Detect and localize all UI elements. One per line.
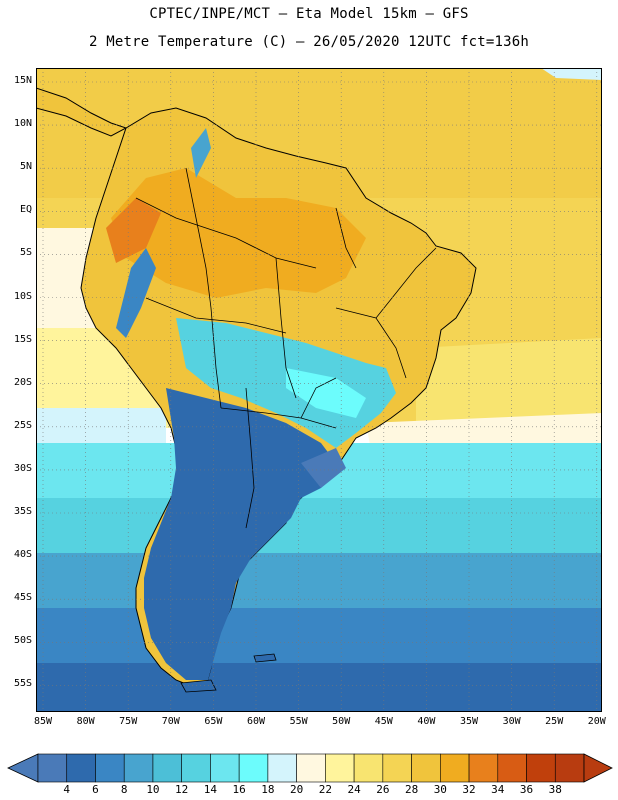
tierra-del-fuego — [180, 679, 217, 693]
land-hottest-region — [106, 198, 161, 263]
colorbar-tick-label: 6 — [92, 783, 99, 796]
lon-label: 65W — [204, 716, 223, 727]
ocean-mid-band — [36, 553, 602, 613]
colorbar-tick-label: 10 — [146, 783, 160, 796]
colorbar-swatch — [267, 753, 297, 783]
colorbar-tick-label: 4 — [63, 783, 71, 796]
colorbar-swatch — [554, 753, 585, 783]
lon-label: 60W — [246, 716, 266, 727]
colorbar-tick-label: 16 — [232, 783, 246, 796]
colorbar-swatch — [325, 753, 355, 783]
colorbar-tick-label: 22 — [318, 783, 332, 796]
andes-cool-strip — [116, 248, 156, 338]
falkland-islands — [253, 653, 277, 663]
lat-label: 15N — [13, 75, 32, 86]
colorbar-swatch — [152, 753, 182, 783]
colorbar-swatch — [37, 753, 68, 783]
lon-label: 30W — [502, 716, 521, 727]
colorbar-tick-label: 24 — [347, 783, 361, 796]
land-cyan-patch — [286, 368, 366, 418]
lat-label: 50S — [13, 635, 32, 647]
uruguay-region — [301, 448, 346, 488]
lon-label: 85W — [33, 716, 53, 727]
lat-label: 5S — [19, 247, 32, 259]
lon-label: 20W — [587, 716, 606, 727]
colorbar-swatch — [411, 753, 441, 783]
lon-label: 40W — [417, 716, 436, 727]
colorbar-swatch — [95, 753, 125, 783]
lon-label: 25W — [545, 716, 564, 727]
lat-label: 40S — [13, 549, 32, 561]
map-frame — [36, 68, 602, 712]
colorbar-tick-label: 18 — [261, 783, 275, 796]
map-title-line-2: 2 Metre Temperature (C) – 26/05/2020 12U… — [88, 34, 530, 50]
lat-label: 20S — [13, 376, 32, 388]
colorbar-arrow-high — [583, 753, 613, 783]
colorbar-swatch — [238, 753, 269, 783]
lat-label: 25S — [13, 419, 32, 431]
lon-label: 80W — [76, 716, 95, 727]
land-hot-region — [111, 168, 366, 298]
ocean-pacific-paleblue — [36, 408, 166, 448]
lat-label: 10S — [13, 290, 32, 302]
ocean-atlantic-mid — [416, 338, 602, 438]
lon-label: 70W — [161, 716, 180, 727]
lat-label: 15S — [13, 333, 32, 345]
colorbar-tick-label: 30 — [433, 783, 447, 796]
land-cold-region — [144, 388, 336, 680]
colorbar-swatch — [210, 753, 240, 783]
colorbar-swatch — [382, 753, 412, 783]
lat-label: 45S — [13, 592, 32, 604]
colorbar-swatch — [526, 753, 556, 783]
lat-label: 30S — [13, 462, 32, 474]
colorbar-tick-label: 8 — [120, 783, 128, 796]
lon-label: 75W — [119, 716, 138, 727]
lon-label: 55W — [289, 716, 308, 727]
lat-label: 35S — [13, 506, 32, 517]
ocean-lightblue-band — [36, 498, 602, 558]
colorbar-tick-label: 28 — [404, 783, 419, 796]
colorbar-tick-label: 36 — [519, 783, 534, 796]
lat-label: 5N — [19, 161, 32, 173]
lat-label: 55S — [13, 678, 32, 690]
lat-label: EQ — [19, 204, 32, 216]
ocean-northeast-corner — [541, 68, 602, 80]
temperature-colorbar — [7, 753, 613, 783]
colombia-andes-strip — [191, 128, 211, 178]
colorbar-tick-label: 32 — [462, 783, 476, 796]
colorbar-swatch — [181, 753, 211, 783]
colorbar-swatch — [497, 753, 527, 783]
lon-label: 35W — [459, 716, 479, 727]
lat-label: 10N — [13, 118, 32, 130]
map-title-line-1: CPTEC/INPE/MCT – Eta Model 15km – GFS — [149, 6, 469, 22]
colorbar-swatch — [468, 753, 499, 783]
colorbar-arrow-low — [7, 753, 39, 783]
colorbar-swatch — [440, 753, 470, 783]
central-america — [36, 87, 128, 137]
lon-label: 50W — [332, 716, 351, 727]
colorbar-tick-label: 34 — [491, 783, 505, 796]
colorbar-swatch — [296, 753, 326, 783]
lon-label: 45W — [374, 716, 393, 727]
colorbar-swatch — [123, 753, 154, 783]
grid-lines — [36, 68, 602, 712]
colorbar-tick-label: 26 — [376, 783, 390, 796]
temperature-map — [36, 68, 602, 712]
colorbar-tick-label: 20 — [290, 783, 304, 796]
colorbar-swatch — [353, 753, 384, 783]
country-borders — [135, 167, 437, 529]
colorbar-tick-label: 38 — [548, 783, 562, 796]
colorbar-tick-label: 14 — [203, 783, 218, 796]
colorbar-tick-label: 12 — [175, 783, 189, 796]
colorbar-swatch — [66, 753, 96, 783]
